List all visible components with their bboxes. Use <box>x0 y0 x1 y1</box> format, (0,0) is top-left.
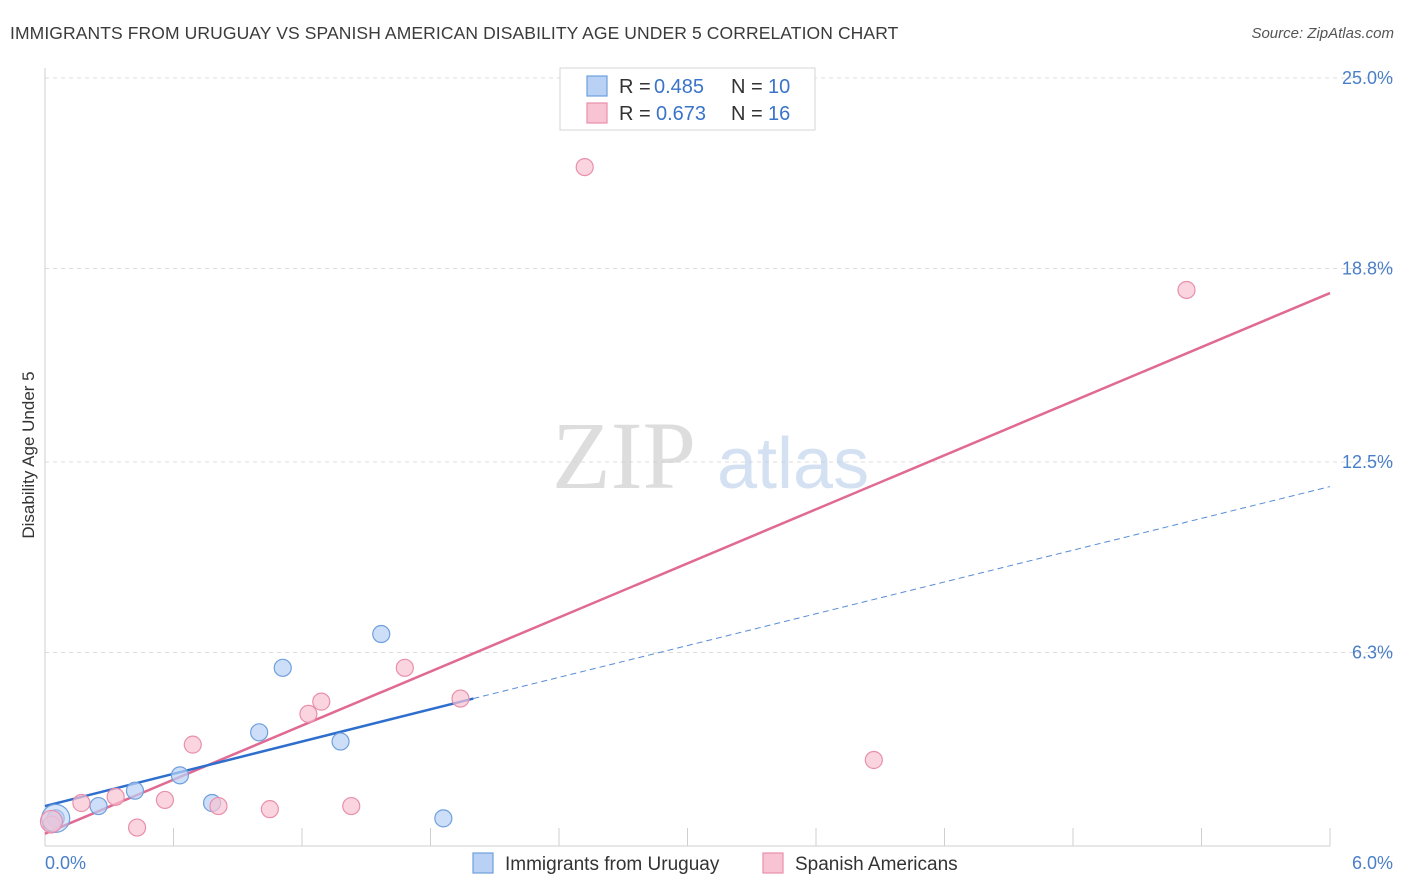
axes <box>44 68 1331 847</box>
legend-swatch-pink <box>586 102 608 124</box>
y-tick-label: 18.8% <box>1342 258 1393 278</box>
point-spanish-american <box>72 793 91 813</box>
point-spanish-american <box>155 790 175 810</box>
bottom-legend-label-pink: Spanish Americans <box>795 854 958 875</box>
chart-title: IMMIGRANTS FROM URUGUAY VS SPANISH AMERI… <box>10 23 899 43</box>
legend-swatch-blue <box>586 75 608 97</box>
data-points <box>39 157 1196 837</box>
trend-line-blue-extension <box>473 486 1331 700</box>
legend-n-label-1: N = <box>731 76 763 98</box>
x-tick-label: 6.0% <box>1352 853 1393 873</box>
trend-line-pink <box>44 291 1331 835</box>
trend-line-blue <box>44 697 474 808</box>
legend: R = 0.485 N = 10 R = 0.673 N = 16 <box>559 67 816 131</box>
legend-r-value-2: 0.673 <box>656 103 706 125</box>
watermark-atlas: atlas <box>717 424 869 504</box>
point-uruguay <box>273 658 292 677</box>
tick-labels: 6.3% 12.5% 18.8% 25.0% 0.0% 6.0% <box>45 68 1393 873</box>
point-uruguay <box>434 809 453 828</box>
legend-n-value-2: 16 <box>768 103 790 125</box>
point-spanish-american <box>451 689 470 708</box>
point-spanish-american <box>127 818 147 837</box>
point-spanish-american <box>299 704 318 724</box>
legend-r-label-2: R = <box>619 103 651 125</box>
point-spanish-american <box>260 800 279 819</box>
point-uruguay <box>125 781 145 800</box>
bottom-legend: Immigrants from Uruguay Spanish American… <box>472 852 958 875</box>
bottom-legend-swatch-pink <box>762 852 784 874</box>
y-tick-label: 6.3% <box>1352 642 1393 662</box>
point-spanish-american <box>209 796 228 816</box>
point-spanish-american <box>183 735 202 754</box>
legend-n-label-2: N = <box>731 103 763 125</box>
point-spanish-american <box>395 658 414 677</box>
legend-n-value-1: 10 <box>768 76 790 98</box>
grid-lines <box>45 77 1395 653</box>
point-spanish-american-cluster <box>39 809 64 834</box>
legend-r-label-1: R = <box>619 76 651 98</box>
point-uruguay <box>89 796 108 816</box>
point-uruguay <box>170 766 190 785</box>
x-tick-label: 0.0% <box>45 853 86 873</box>
point-uruguay <box>372 624 391 644</box>
point-spanish-american <box>575 157 594 177</box>
point-spanish-american <box>312 692 331 711</box>
point-spanish-american <box>1177 280 1196 300</box>
source-label: Source: ZipAtlas.com <box>1251 25 1394 42</box>
watermark-zip: ZIP <box>552 402 696 509</box>
legend-r-value-1: 0.485 <box>654 76 704 98</box>
bottom-legend-label-blue: Immigrants from Uruguay <box>505 854 720 875</box>
y-tick-label: 25.0% <box>1342 68 1393 88</box>
y-axis-label: Disability Age Under 5 <box>19 371 38 538</box>
point-uruguay <box>331 732 350 751</box>
trend-lines <box>44 291 1331 835</box>
point-spanish-american <box>106 787 125 806</box>
point-spanish-american <box>342 796 361 816</box>
y-tick-label: 12.5% <box>1342 452 1393 472</box>
bottom-legend-swatch-blue <box>472 852 494 874</box>
point-uruguay <box>250 723 269 742</box>
point-spanish-american <box>864 750 883 770</box>
